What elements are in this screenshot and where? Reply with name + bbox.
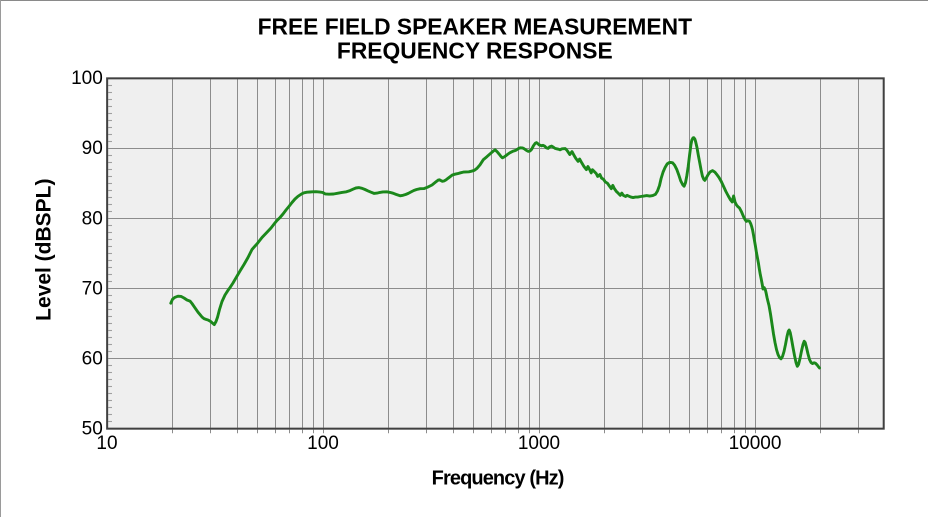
svg-text:90: 90	[82, 138, 103, 159]
svg-text:100: 100	[71, 68, 103, 89]
svg-text:100: 100	[307, 433, 339, 454]
svg-text:FREE FIELD SPEAKER MEASUREMENT: FREE FIELD SPEAKER MEASUREMENT	[258, 14, 693, 40]
svg-text:80: 80	[82, 208, 103, 229]
svg-text:Level (dBSPL): Level (dBSPL)	[33, 179, 56, 321]
svg-text:Frequency (Hz): Frequency (Hz)	[432, 468, 564, 490]
svg-text:10000: 10000	[729, 433, 782, 454]
svg-text:10: 10	[96, 433, 117, 454]
svg-text:FREQUENCY RESPONSE: FREQUENCY RESPONSE	[337, 37, 613, 63]
svg-text:70: 70	[82, 278, 103, 299]
svg-text:1000: 1000	[518, 433, 560, 454]
svg-text:50: 50	[82, 418, 103, 439]
svg-text:60: 60	[82, 348, 103, 369]
